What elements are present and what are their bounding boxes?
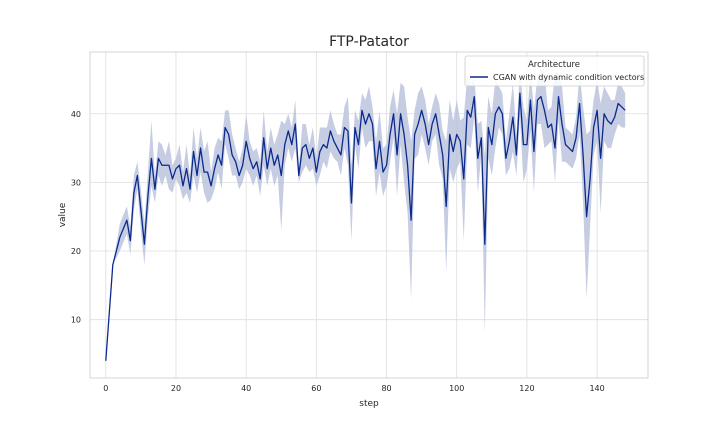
x-axis-ticks: 0 20 40 60 80 100 120 140 xyxy=(103,384,605,393)
y-tick-label: 10 xyxy=(71,316,81,325)
x-tick-label: 60 xyxy=(311,384,321,393)
x-tick-label: 80 xyxy=(381,384,391,393)
legend-entry-label: CGAN with dynamic condition vectors xyxy=(493,73,644,82)
y-axis-ticks: 10 20 30 40 xyxy=(71,110,81,325)
confidence-band-group xyxy=(105,69,626,361)
y-tick-label: 40 xyxy=(71,110,81,119)
y-tick-label: 30 xyxy=(71,178,81,187)
x-axis-label: step xyxy=(359,399,379,409)
series-lines xyxy=(105,92,626,361)
x-tick-label: 0 xyxy=(103,384,108,393)
legend-box xyxy=(464,55,645,87)
y-tick-label: 20 xyxy=(71,247,81,256)
plot-frame xyxy=(89,51,649,379)
x-tick-label: 120 xyxy=(519,384,534,393)
x-tick-label: 100 xyxy=(449,384,464,393)
x-tick-label: 40 xyxy=(241,384,251,393)
legend: Architecture CGAN with dynamic condition… xyxy=(464,55,645,87)
series-line xyxy=(105,92,626,361)
chart-title: FTP-Patator xyxy=(329,34,409,50)
x-tick-label: 140 xyxy=(589,384,604,393)
y-axis-label: value xyxy=(58,202,68,227)
x-tick-label: 20 xyxy=(171,384,181,393)
legend-title: Architecture xyxy=(528,60,580,70)
confidence-band xyxy=(105,69,626,361)
